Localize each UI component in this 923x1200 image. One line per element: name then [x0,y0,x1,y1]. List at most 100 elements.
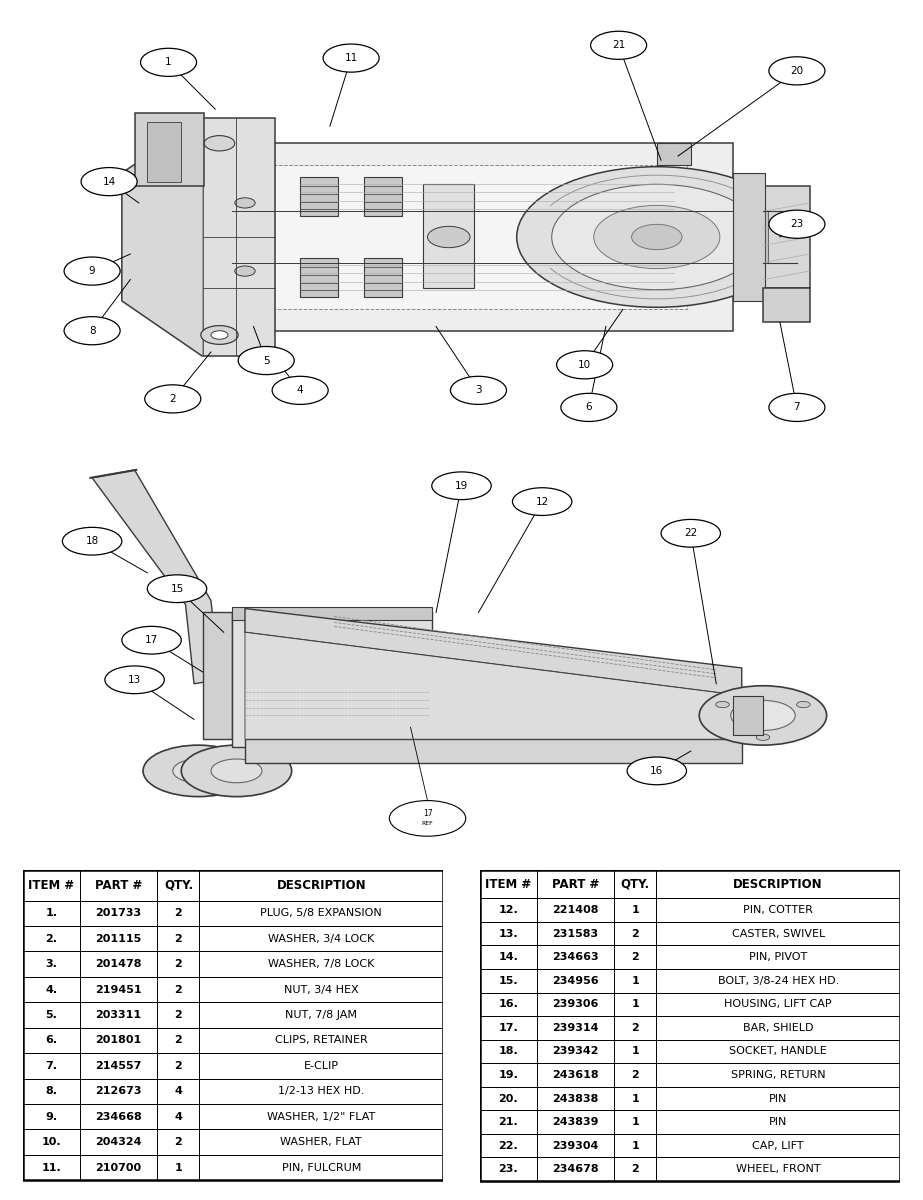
Text: SPRING, RETURN: SPRING, RETURN [731,1070,825,1080]
Text: 239304: 239304 [552,1141,599,1151]
FancyBboxPatch shape [615,1134,656,1158]
Circle shape [631,224,682,250]
FancyBboxPatch shape [79,1104,158,1129]
Text: 11: 11 [344,53,358,64]
Polygon shape [233,612,432,748]
FancyBboxPatch shape [480,1039,536,1063]
Text: 17: 17 [145,635,158,646]
FancyBboxPatch shape [79,926,158,952]
Text: 13.: 13. [498,929,518,938]
Text: 9: 9 [89,266,95,276]
Circle shape [700,685,827,745]
Text: 22.: 22. [498,1141,518,1151]
Circle shape [143,745,254,797]
Circle shape [561,394,617,421]
Text: 1: 1 [631,1093,640,1104]
FancyBboxPatch shape [79,1154,158,1181]
Text: 210700: 210700 [96,1163,141,1172]
FancyBboxPatch shape [158,1104,199,1129]
FancyBboxPatch shape [615,992,656,1016]
FancyBboxPatch shape [480,992,536,1016]
Text: 201478: 201478 [95,959,142,970]
FancyBboxPatch shape [656,1134,900,1158]
FancyBboxPatch shape [233,143,733,331]
FancyBboxPatch shape [23,1002,79,1027]
FancyBboxPatch shape [233,606,432,620]
Circle shape [450,377,507,404]
FancyBboxPatch shape [480,899,536,922]
Polygon shape [122,118,202,356]
FancyBboxPatch shape [23,952,79,977]
FancyBboxPatch shape [79,1129,158,1154]
Text: 214557: 214557 [95,1061,142,1070]
Circle shape [272,377,329,404]
Text: 23: 23 [790,220,804,229]
FancyBboxPatch shape [615,1087,656,1110]
FancyBboxPatch shape [79,1027,158,1054]
Circle shape [769,210,825,239]
FancyBboxPatch shape [733,173,765,301]
Circle shape [769,56,825,85]
Text: 243838: 243838 [552,1093,599,1104]
Circle shape [211,331,228,340]
FancyBboxPatch shape [158,1002,199,1027]
FancyBboxPatch shape [158,870,199,900]
Polygon shape [92,470,220,684]
Text: 2: 2 [174,1010,183,1020]
Circle shape [512,487,572,516]
Text: CLIPS, RETAINER: CLIPS, RETAINER [275,1036,367,1045]
FancyBboxPatch shape [480,1063,536,1087]
FancyBboxPatch shape [23,1027,79,1054]
FancyBboxPatch shape [158,977,199,1002]
FancyBboxPatch shape [480,968,536,992]
Circle shape [731,701,796,731]
Text: 219451: 219451 [95,984,142,995]
Circle shape [238,347,294,374]
FancyBboxPatch shape [199,1104,443,1129]
Text: 2: 2 [631,1022,640,1033]
Text: WASHER, 1/2" FLAT: WASHER, 1/2" FLAT [267,1111,376,1122]
FancyBboxPatch shape [480,946,536,968]
Text: 2: 2 [174,934,183,943]
Text: 1: 1 [631,1141,640,1151]
Text: PIN: PIN [769,1117,787,1127]
Text: 5.: 5. [45,1010,57,1020]
FancyBboxPatch shape [536,946,615,968]
Circle shape [122,626,181,654]
Text: PIN, PIVOT: PIN, PIVOT [749,952,808,962]
Text: 9.: 9. [45,1111,57,1122]
FancyBboxPatch shape [300,258,339,296]
FancyBboxPatch shape [536,968,615,992]
Text: 12: 12 [535,497,549,506]
Text: 2: 2 [174,959,183,970]
FancyBboxPatch shape [23,1154,79,1181]
FancyBboxPatch shape [536,1087,615,1110]
FancyBboxPatch shape [199,952,443,977]
Circle shape [140,48,197,77]
FancyBboxPatch shape [765,211,768,263]
FancyBboxPatch shape [480,1158,536,1181]
Text: 6: 6 [585,402,593,413]
FancyBboxPatch shape [79,1054,158,1079]
FancyBboxPatch shape [79,1079,158,1104]
Text: 15: 15 [171,583,184,594]
Circle shape [756,734,770,740]
FancyBboxPatch shape [158,952,199,977]
Circle shape [323,44,379,72]
FancyBboxPatch shape [480,1110,536,1134]
FancyBboxPatch shape [763,186,809,288]
Text: 4: 4 [174,1086,183,1097]
FancyBboxPatch shape [262,164,687,310]
Circle shape [181,745,292,797]
Text: 18: 18 [86,536,99,546]
Text: WASHER, 7/8 LOCK: WASHER, 7/8 LOCK [268,959,375,970]
FancyBboxPatch shape [480,1016,536,1039]
Text: 2: 2 [631,929,640,938]
FancyBboxPatch shape [656,922,900,946]
FancyBboxPatch shape [656,870,900,899]
FancyBboxPatch shape [536,1063,615,1087]
Text: 234663: 234663 [552,952,599,962]
Text: HOUSING, LIFT CAP: HOUSING, LIFT CAP [725,1000,832,1009]
Text: CASTER, SWIVEL: CASTER, SWIVEL [732,929,825,938]
Polygon shape [245,739,742,763]
